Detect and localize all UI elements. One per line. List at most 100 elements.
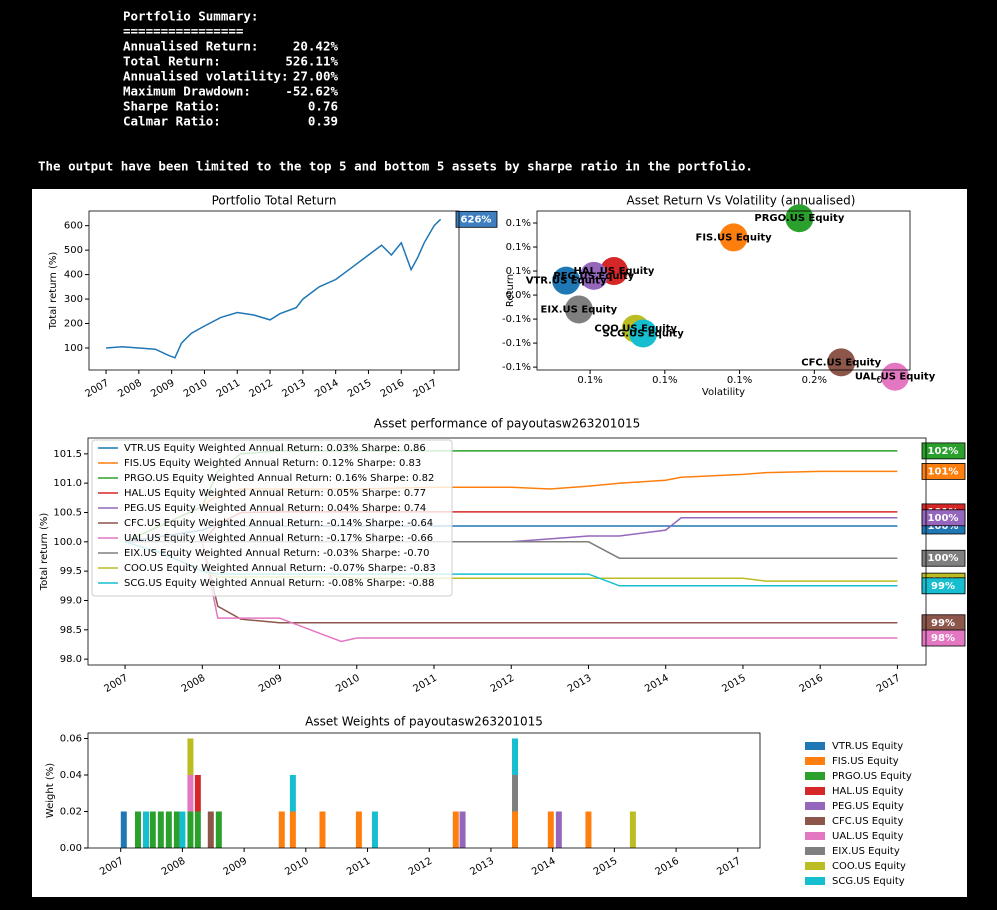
y-axis-label: Weight (%) [45, 763, 56, 818]
summary-value: 20.42% [293, 39, 339, 54]
bar-segment [371, 811, 378, 848]
x-tick-label: 0.1% [652, 375, 677, 386]
summary-label: Calmar Ratio: [123, 114, 221, 129]
y-tick-label: 0.04 [60, 770, 82, 781]
legend-label: EIX.US Equity [832, 846, 900, 857]
y-tick-label: 0.02 [60, 806, 82, 817]
legend-label: UAL.US Equity [832, 831, 903, 842]
bubble [564, 295, 593, 324]
series-line [106, 218, 442, 359]
bar-segment [547, 811, 554, 848]
legend-swatch [805, 847, 825, 855]
summary-value: -52.62% [285, 84, 338, 99]
y-tick-label: 98.5 [60, 625, 82, 636]
y-tick-label: -0.1% [502, 314, 531, 325]
legend-label: COO.US Equity Weighted Annual Return: -0… [124, 563, 436, 574]
summary-label: Total Return: [123, 54, 221, 69]
chart-title: Asset Weights of payoutasw263201015 [305, 715, 543, 729]
y-tick-label: 400 [64, 270, 83, 281]
bar-segment [512, 811, 519, 848]
end-label-box [921, 577, 966, 595]
y-tick-label: 0.1% [506, 242, 531, 253]
plot-frame [87, 732, 761, 849]
bar-segment [289, 774, 296, 812]
point-label: EIX.US Equity [541, 304, 618, 315]
bar-segment [143, 811, 150, 848]
y-tick-label: 100.0 [53, 537, 82, 548]
bar-segment [512, 738, 519, 775]
end-label-box [921, 549, 966, 567]
annotation-box [455, 210, 498, 228]
y-tick-label: -0.1% [502, 338, 531, 349]
y-axis-label: Return [505, 274, 516, 307]
end-label: 99% [931, 618, 955, 629]
summary-value: 0.39 [308, 114, 338, 129]
legend-swatch [805, 877, 825, 885]
legend-label: CFC.US Equity Weighted Annual Return: -0… [124, 518, 433, 529]
legend-swatch [805, 862, 825, 870]
legend-label: VTR.US Equity [832, 741, 903, 752]
legend-label: PRGO.US Equity Weighted Annual Return: 0… [124, 473, 434, 484]
bar-segment [459, 811, 466, 848]
point-label: CFC.US Equity [801, 357, 881, 368]
bar-segment [629, 811, 636, 848]
end-label-box [921, 509, 966, 527]
bar-segment [173, 811, 180, 848]
x-tick-label: 0.1% [577, 375, 602, 386]
y-axis-label: Total return (%) [48, 252, 59, 331]
summary-label: Annualised volatility: [123, 69, 289, 84]
y-tick-label: 500 [64, 245, 83, 256]
legend-label: CFC.US Equity [832, 816, 903, 827]
point-label: PRGO.US Equity [754, 213, 844, 224]
bubble [579, 261, 608, 290]
plot-frame [536, 210, 911, 371]
end-label-box [921, 463, 966, 480]
y-tick-label: 200 [64, 319, 83, 330]
y-tick-label: 98.0 [60, 654, 82, 665]
end-label: 98% [931, 633, 955, 644]
end-label: 100% [928, 521, 959, 532]
legend-swatch [805, 817, 825, 825]
point-label: SCG.US Equity [603, 328, 685, 339]
y-tick-label: 0.1% [506, 266, 531, 277]
bar-segment [512, 774, 519, 812]
annotation: 626% [461, 214, 492, 225]
legend-label: COO.US Equity [832, 861, 906, 872]
y-tick-label: 101.0 [53, 478, 82, 489]
chart-title: Portfolio Total Return [212, 194, 337, 208]
bar-segment [207, 811, 214, 848]
bar-segment [194, 811, 201, 848]
bar-segment [149, 811, 156, 848]
bar-segment [585, 811, 592, 848]
bar-segment [120, 811, 127, 848]
legend-swatch [805, 772, 825, 780]
legend-swatch [805, 742, 825, 750]
end-label: 102% [928, 446, 959, 457]
bar-segment [319, 811, 326, 848]
bubble [552, 266, 581, 295]
bar-segment [278, 811, 285, 848]
y-tick-label: 300 [64, 294, 83, 305]
summary-title: Portfolio Summary: [123, 9, 258, 24]
bar-segment [289, 811, 296, 848]
y-tick-label: 100 [64, 343, 83, 354]
chart-title: Asset performance of payoutasw263201015 [374, 417, 641, 431]
x-tick-label: 0.1% [727, 375, 752, 386]
end-label-box [921, 442, 966, 460]
y-tick-label: 99.0 [60, 595, 82, 606]
x-tick-label: 0.2% [802, 375, 827, 386]
bar-segment [194, 774, 201, 812]
legend-label: FIS.US Equity Weighted Annual Return: 0.… [124, 458, 421, 469]
bar-segment [187, 774, 194, 812]
bar-segment [187, 738, 194, 775]
y-tick-label: 100.5 [53, 507, 82, 518]
bar-segment [134, 811, 141, 848]
point-label: VTR.US Equity [526, 276, 607, 287]
bubble [827, 348, 856, 377]
end-label: 101% [928, 466, 959, 477]
summary-label: Maximum Drawdown: [123, 84, 251, 99]
end-label-box [921, 629, 966, 647]
y-tick-label: -0.1% [502, 362, 531, 373]
bubble [629, 319, 658, 348]
